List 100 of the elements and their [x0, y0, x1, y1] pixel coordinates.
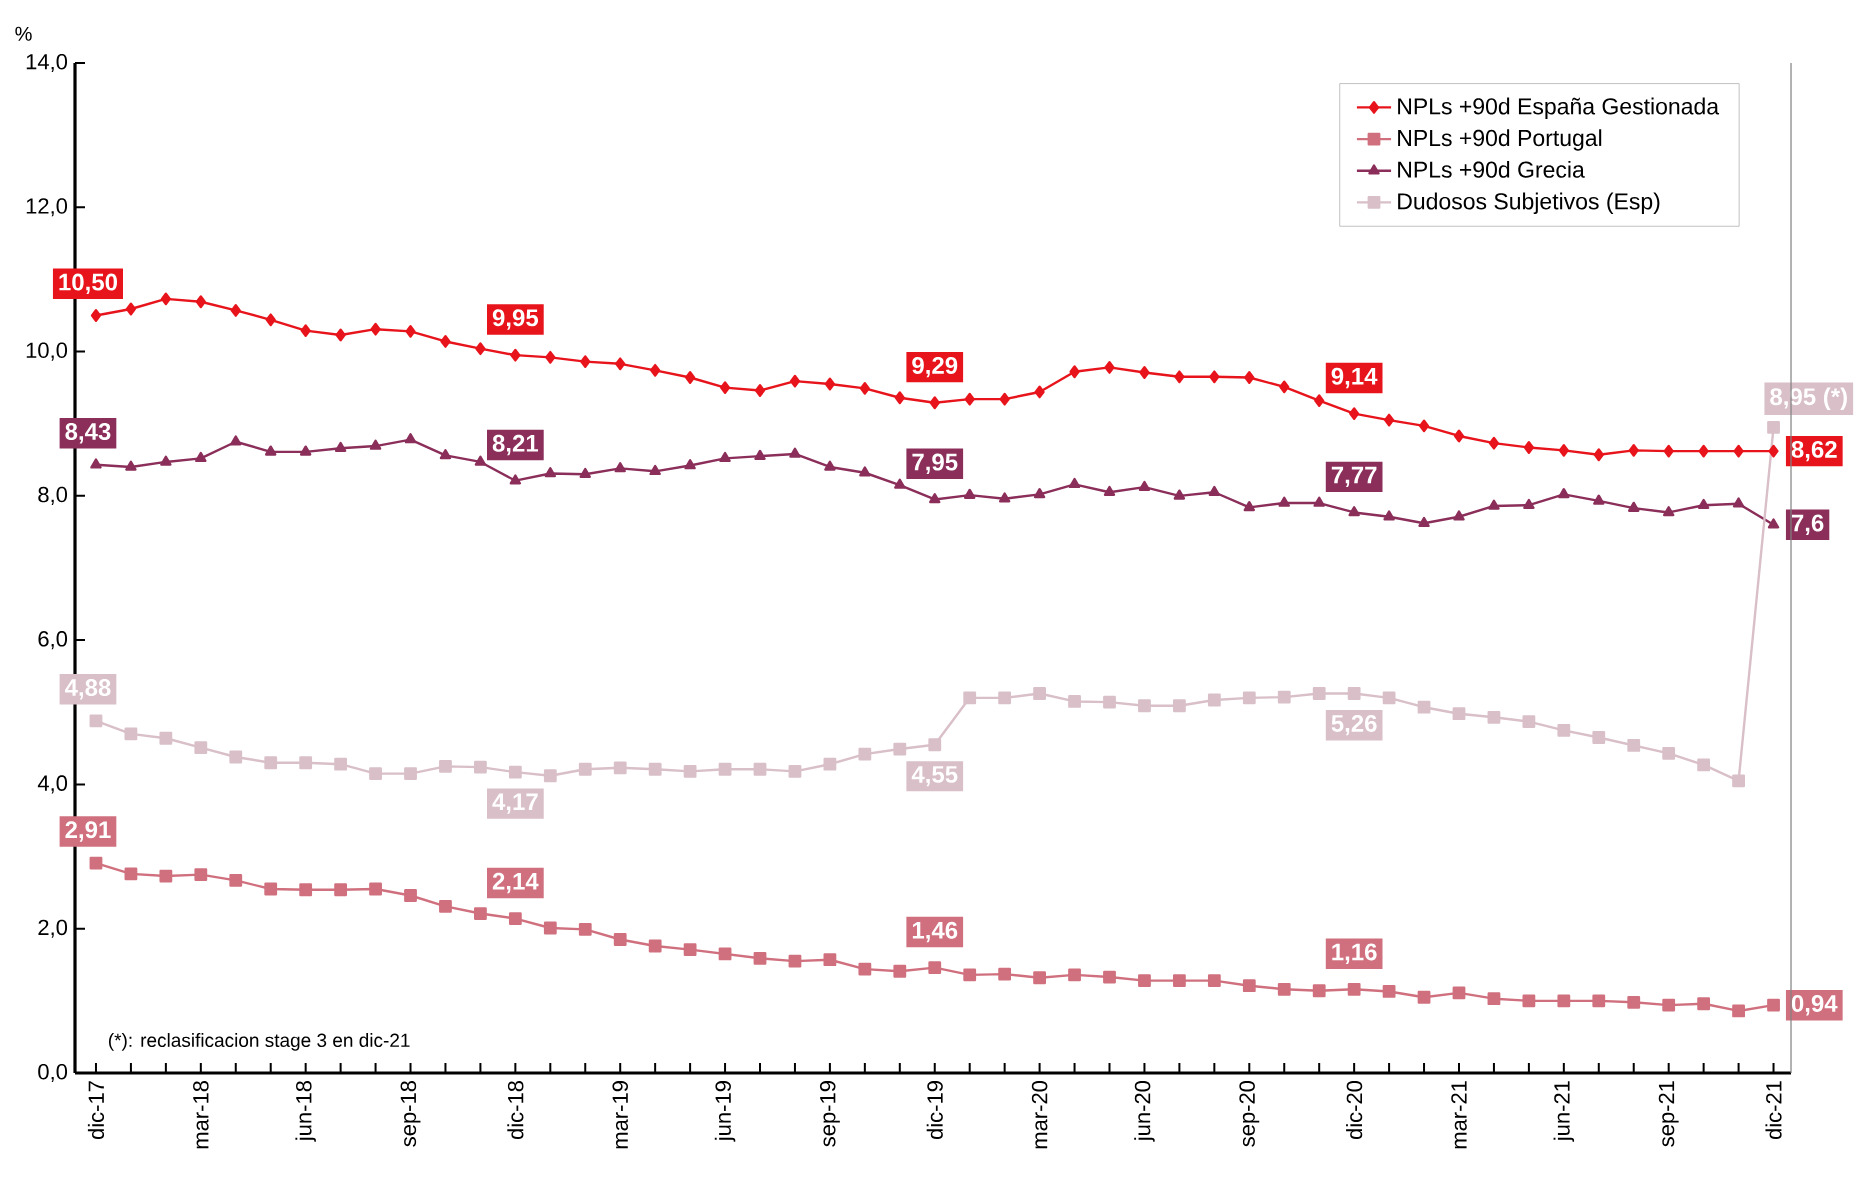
point: [1487, 992, 1501, 1006]
point: [1208, 485, 1221, 497]
point: [1593, 448, 1604, 462]
point: [718, 947, 732, 961]
point: [299, 756, 313, 770]
point: [1418, 419, 1430, 433]
point: [299, 883, 313, 897]
point: [194, 868, 208, 881]
point: [1767, 420, 1780, 434]
data-label: 8,21: [492, 434, 539, 456]
y-tick-label: 12,0: [26, 198, 68, 217]
point: [1314, 394, 1325, 408]
point: [1104, 361, 1115, 374]
point: [683, 765, 697, 778]
y-tick-label: 10,0: [26, 342, 68, 361]
point: [404, 767, 417, 780]
legend-label: NPLs +90d España Gestionada: [1398, 97, 1720, 120]
point: [1767, 998, 1780, 1012]
point: [544, 467, 557, 478]
point: [1557, 994, 1571, 1008]
point: [264, 882, 278, 896]
point: [998, 967, 1012, 981]
point: [789, 447, 801, 458]
point: [858, 962, 872, 976]
point: [1417, 990, 1431, 1004]
point: [264, 756, 278, 770]
point: [718, 762, 732, 776]
point: [1242, 691, 1256, 705]
point: [369, 767, 382, 780]
y-tick-label: 0,0: [38, 1063, 68, 1083]
y-axis-title: %: [15, 26, 32, 41]
x-tick-label: sep-21: [1658, 1081, 1679, 1147]
point: [474, 760, 487, 774]
point: [1662, 746, 1676, 760]
point: [1592, 731, 1606, 744]
point: [613, 933, 627, 946]
point: [963, 691, 977, 705]
point: [1349, 407, 1360, 420]
point: [439, 759, 452, 773]
point: [1172, 699, 1186, 713]
point: [1348, 506, 1360, 517]
point: [1242, 979, 1256, 993]
point: [788, 954, 802, 968]
x-tick-label: jun-20: [1134, 1080, 1155, 1142]
point: [1593, 494, 1605, 505]
point: [334, 441, 347, 453]
point: [1522, 715, 1536, 729]
data-label: 4,17: [492, 793, 538, 814]
point: [824, 377, 836, 391]
point: [125, 302, 137, 316]
data-label: 8,95 (*): [1770, 387, 1847, 410]
data-label: 7,6: [1791, 514, 1824, 535]
point: [1558, 443, 1569, 457]
point: [1523, 441, 1534, 454]
point: [1068, 695, 1081, 708]
data-label: 9,29: [912, 356, 958, 378]
point: [824, 460, 836, 471]
legend-label: NPLs +90d Grecia: [1398, 160, 1585, 178]
data-label: 9,14: [1331, 367, 1378, 389]
point: [1418, 516, 1430, 528]
point: [440, 335, 451, 348]
point: [999, 392, 1010, 406]
point: [1312, 984, 1326, 998]
point: [788, 765, 802, 778]
point: [230, 304, 241, 317]
data-label: 0,94: [1791, 994, 1838, 1016]
point: [1069, 365, 1080, 379]
point: [334, 883, 348, 897]
point: [370, 322, 381, 336]
point: [753, 762, 767, 776]
point: [1663, 444, 1674, 458]
point: [823, 953, 837, 967]
point: [89, 714, 103, 728]
point: [1279, 380, 1290, 394]
point: [1068, 477, 1081, 489]
point: [439, 899, 452, 913]
x-tick-label: jun-21: [1553, 1081, 1575, 1142]
x-tick-label: dic-19: [926, 1081, 943, 1140]
data-label: 7,95: [912, 453, 958, 475]
x-tick-label: dic-18: [507, 1081, 524, 1140]
point: [964, 488, 976, 499]
point: [160, 455, 172, 466]
point: [405, 324, 416, 338]
point: [404, 433, 417, 444]
point: [1487, 710, 1501, 724]
point: [963, 968, 977, 982]
point: [649, 464, 661, 476]
point: [928, 738, 942, 752]
legend-label: Dudosos Subjetivos (Esp): [1398, 192, 1660, 215]
point: [648, 762, 662, 776]
point: [1033, 488, 1046, 499]
point: [404, 889, 417, 902]
y-tick-label: 4,0: [37, 775, 68, 794]
point: [194, 741, 208, 755]
point: [1383, 413, 1395, 427]
point: [1172, 974, 1186, 988]
point: [1697, 758, 1711, 772]
point: [615, 357, 626, 371]
point: [334, 757, 348, 771]
point: [1732, 1004, 1745, 1018]
